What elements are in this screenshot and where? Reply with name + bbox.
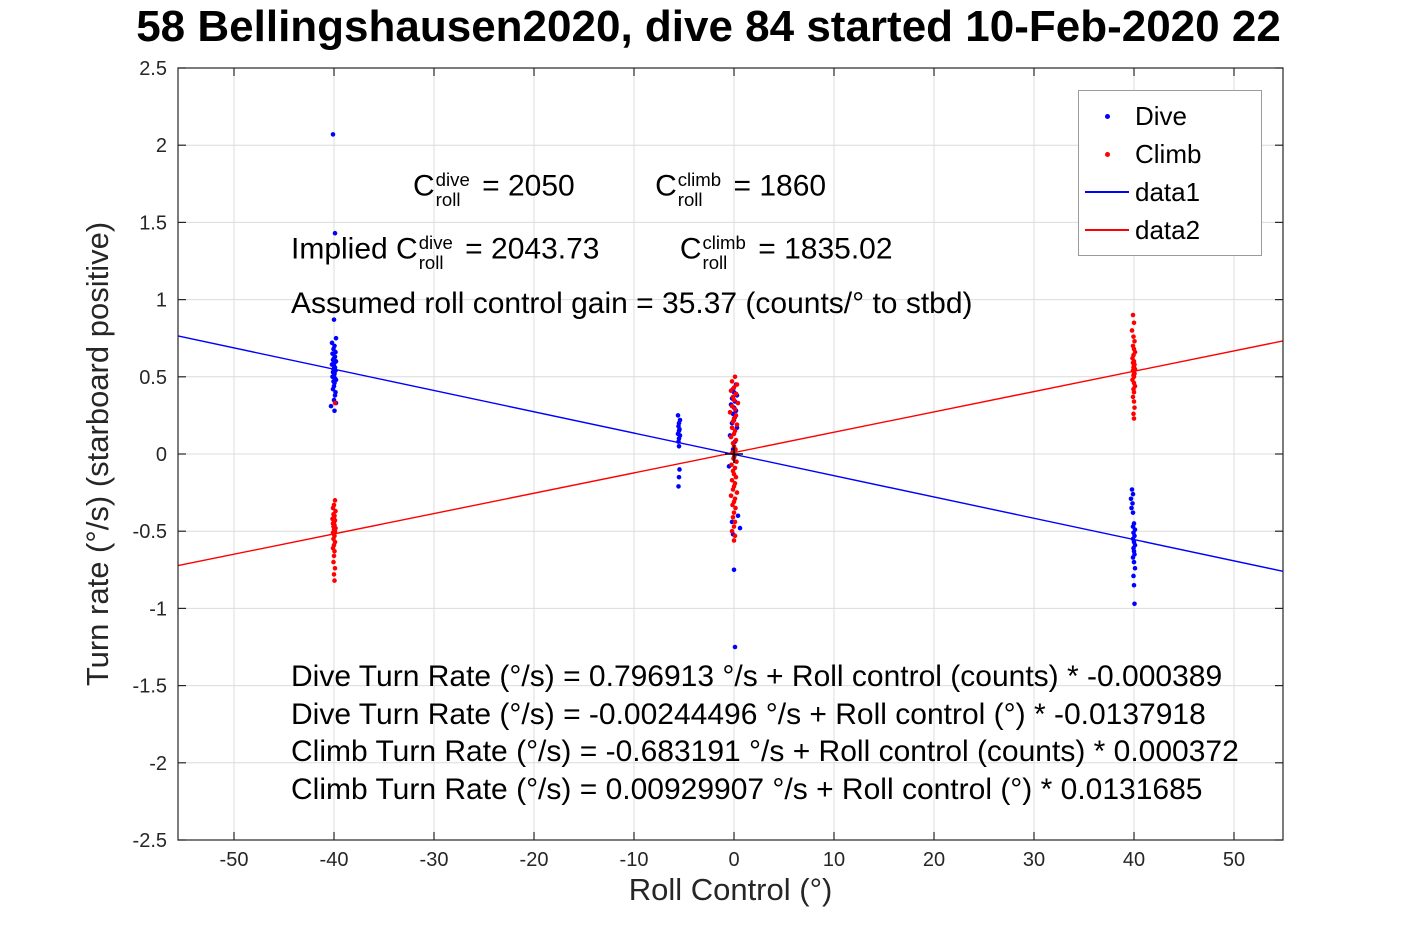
legend-item-climb: Climb bbox=[1079, 135, 1261, 173]
c-superscript: climb bbox=[677, 169, 722, 190]
svg-text:20: 20 bbox=[923, 849, 945, 871]
svg-text:50: 50 bbox=[1223, 849, 1245, 871]
origin-plus-marker bbox=[725, 445, 743, 463]
svg-text:-50: -50 bbox=[220, 849, 249, 871]
data2-marker-icon bbox=[1079, 229, 1135, 231]
svg-text:-30: -30 bbox=[420, 849, 449, 871]
implied-prefix: Implied bbox=[291, 232, 397, 266]
implied-climb-value: = 1835.02 bbox=[749, 232, 893, 266]
implied-dive-value: = 2043.73 bbox=[456, 232, 600, 266]
svg-text:2.5: 2.5 bbox=[139, 58, 167, 80]
data1-line-icon bbox=[1085, 191, 1129, 193]
svg-text:-0.5: -0.5 bbox=[133, 521, 167, 543]
climb-dot-icon bbox=[1104, 151, 1110, 157]
fit-equations-block: Dive Turn Rate (°/s) = 0.796913 °/s + Ro… bbox=[291, 658, 1239, 808]
svg-text:-10: -10 bbox=[620, 849, 649, 871]
svg-text:0.5: 0.5 bbox=[139, 367, 167, 389]
legend-label: data1 bbox=[1135, 176, 1201, 207]
legend-label: Dive bbox=[1135, 100, 1188, 131]
svg-text:-20: -20 bbox=[520, 849, 549, 871]
legend-label: Climb bbox=[1135, 138, 1202, 169]
data1-marker-icon bbox=[1079, 191, 1135, 193]
c-roll-climb-value: = 1860 bbox=[725, 169, 827, 203]
legend-item-data2: data2 bbox=[1079, 211, 1261, 249]
svg-text:1: 1 bbox=[156, 290, 167, 312]
roll-gain-annotation: Assumed roll control gain = 35.37 (count… bbox=[291, 287, 973, 320]
svg-text:0: 0 bbox=[728, 849, 739, 871]
y-axis-label: Turn rate (°/s) (starboard positive) bbox=[80, 221, 115, 687]
c-base: C bbox=[679, 232, 702, 266]
svg-text:30: 30 bbox=[1023, 849, 1045, 871]
c-superscript: dive bbox=[435, 169, 470, 190]
c-superscript: dive bbox=[418, 232, 453, 253]
c-subscript: roll bbox=[702, 251, 728, 273]
svg-text:-1.5: -1.5 bbox=[133, 676, 167, 698]
legend-item-data1: data1 bbox=[1079, 173, 1261, 211]
c-superscript: climb bbox=[702, 232, 746, 253]
c-subscript: roll bbox=[677, 188, 703, 210]
svg-text:10: 10 bbox=[823, 849, 845, 871]
tick-labels: -50 -40 -30 -20 -10 0 10 20 30 40 50-2.5-2-1.5-1-0… bbox=[133, 58, 1246, 871]
climb-marker-icon bbox=[1079, 151, 1135, 157]
c-roll-dive-value: = 2050 bbox=[473, 169, 575, 203]
equation-line-dive-degrees: Dive Turn Rate (°/s) = -0.00244496 °/s +… bbox=[291, 697, 1206, 731]
dive-marker-icon bbox=[1079, 113, 1135, 119]
chart-title: 58 Bellingshausen2020, dive 84 started 1… bbox=[136, 2, 1281, 51]
axes-box bbox=[177, 67, 1284, 841]
equation-line-dive-counts: Dive Turn Rate (°/s) = 0.796913 °/s + Ro… bbox=[291, 660, 1223, 693]
svg-text:2: 2 bbox=[156, 135, 167, 157]
svg-text:1.5: 1.5 bbox=[139, 212, 167, 234]
svg-text:-2.5: -2.5 bbox=[133, 830, 167, 852]
scatter-climb bbox=[330, 312, 1138, 583]
legend: Dive Climb data1 data2 bbox=[1078, 90, 1262, 256]
svg-text:-1: -1 bbox=[149, 598, 167, 620]
equation-line-climb-counts: Climb Turn Rate (°/s) = -0.683191 °/s + … bbox=[291, 735, 1239, 768]
svg-text:0: 0 bbox=[156, 444, 167, 466]
dive-dot-icon bbox=[1104, 113, 1110, 119]
data2-line-icon bbox=[1085, 229, 1129, 231]
c-subscript: roll bbox=[418, 251, 444, 273]
c-base: C bbox=[396, 232, 418, 266]
c-base: C bbox=[413, 169, 435, 203]
equation-line-climb-degrees: Climb Turn Rate (°/s) = 0.00929907 °/s +… bbox=[291, 772, 1203, 806]
svg-text:-40: -40 bbox=[320, 849, 349, 871]
c-base: C bbox=[655, 169, 677, 203]
x-axis-label: Roll Control (°) bbox=[628, 872, 833, 907]
svg-text:40: 40 bbox=[1123, 849, 1145, 871]
svg-text:-2: -2 bbox=[149, 753, 167, 775]
c-subscript: roll bbox=[435, 188, 461, 210]
legend-item-dive: Dive bbox=[1079, 97, 1261, 135]
legend-label: data2 bbox=[1135, 214, 1201, 245]
